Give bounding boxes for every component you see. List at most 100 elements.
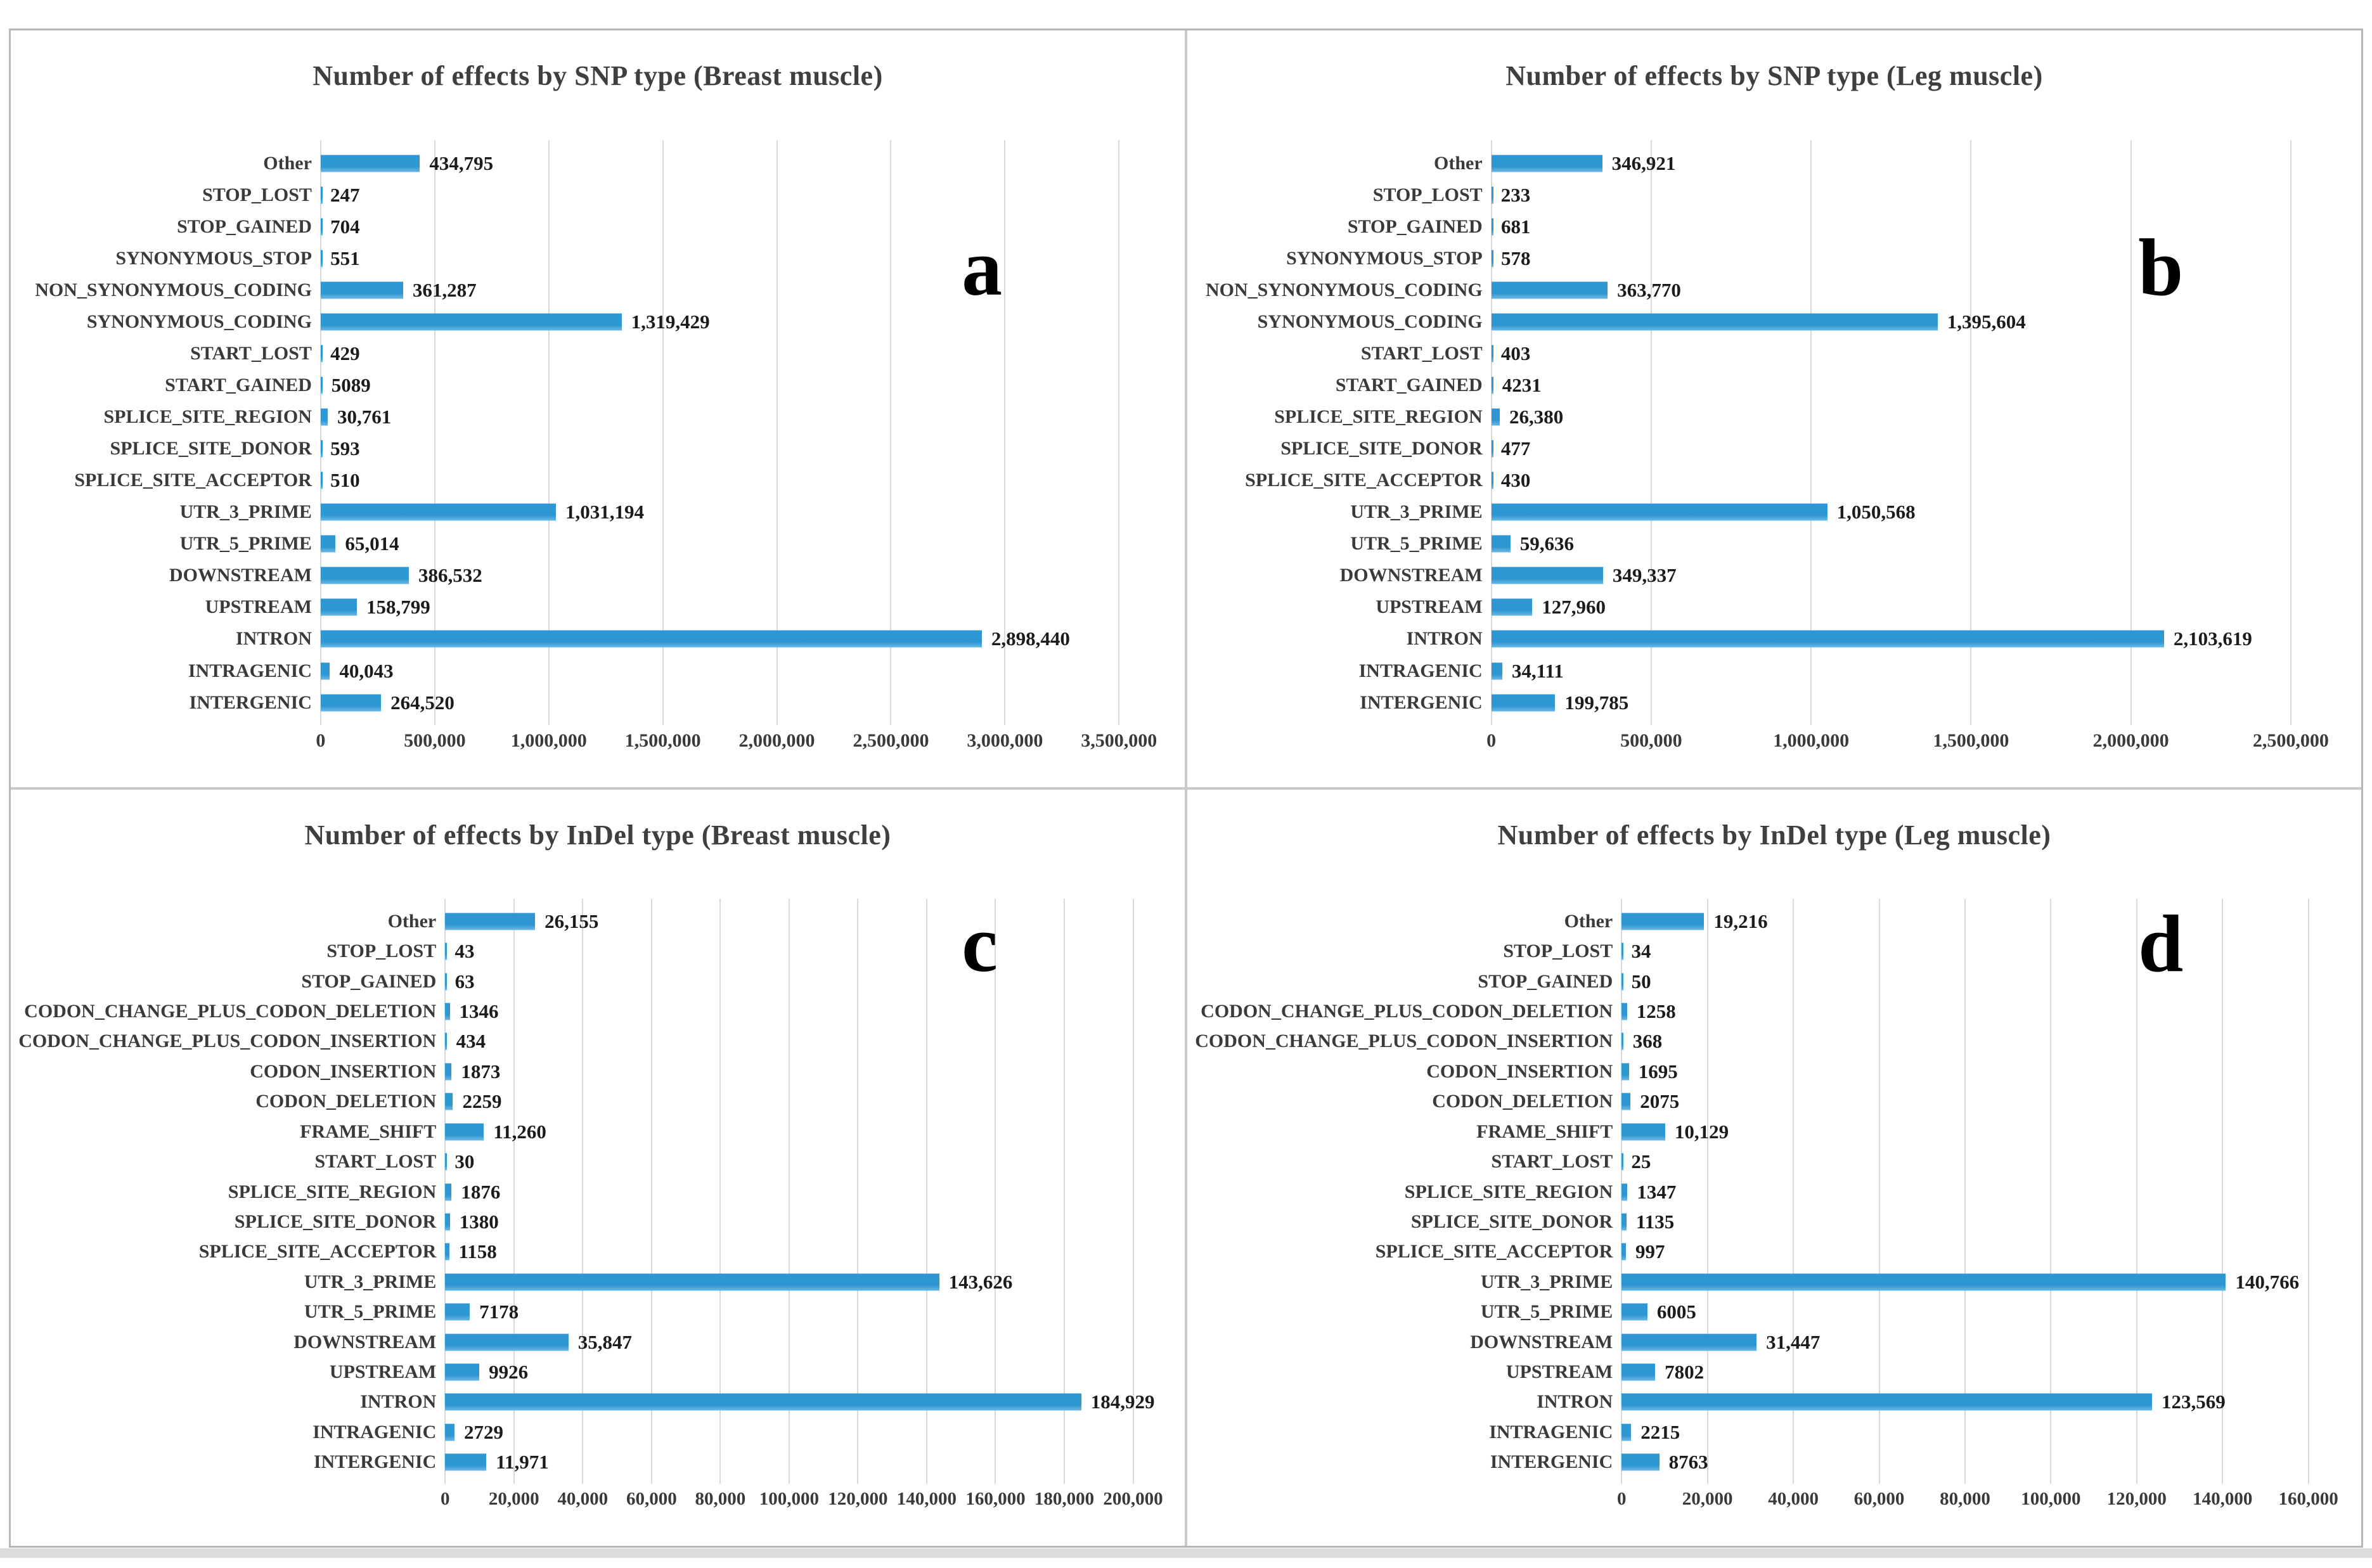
bar-track: 63	[445, 967, 1185, 996]
panel-letter: c	[962, 898, 998, 989]
bar-track: 140,766	[1621, 1267, 2361, 1297]
bar-track: 11,971	[445, 1448, 1185, 1477]
rows: Other 26,155 STOP_LOST 43 STOP_GAINED 63 CODON…	[11, 906, 1185, 1477]
category-label: SPLICE_SITE_ACCEPTOR	[1375, 1241, 1613, 1263]
value-label: 2075	[1640, 1090, 1680, 1113]
table-row: DOWNSTREAM 35,847	[11, 1327, 1185, 1357]
bar	[320, 503, 556, 521]
category-label: Other	[263, 152, 312, 174]
bar-track: 26,380	[1491, 401, 2361, 433]
bar	[1491, 408, 1500, 426]
bar	[445, 1032, 448, 1050]
bar-track: 11,260	[445, 1117, 1185, 1147]
table-row: INTERGENIC 11,971	[11, 1448, 1185, 1477]
table-row: UPSTREAM 7802	[1187, 1357, 2361, 1387]
bar	[1621, 942, 1624, 960]
table-row: STOP_LOST 247	[11, 179, 1185, 211]
category-label: UTR_5_PRIME	[179, 533, 312, 555]
bar-track: 2259	[445, 1087, 1185, 1117]
table-row: STOP_LOST 233	[1187, 179, 2361, 211]
table-row: INTRAGENIC 40,043	[11, 655, 1185, 687]
bar-track: 1258	[1621, 996, 2361, 1026]
category-label: SPLICE_SITE_REGION	[1404, 1181, 1613, 1202]
value-label: 346,921	[1611, 151, 1676, 174]
value-label: 233	[1500, 183, 1531, 206]
category-label: INTERGENIC	[1490, 1451, 1613, 1473]
gridline	[776, 139, 778, 725]
tick-label: 140,000	[2193, 1489, 2253, 1509]
category-label: FRAME_SHIFT	[300, 1121, 437, 1142]
tick-label: 1,500,000	[624, 729, 701, 751]
table-row: STOP_LOST 34	[1187, 936, 2361, 966]
rows: Other 346,921 STOP_LOST 233 STOP_GAINED 681 SY…	[1187, 148, 2361, 719]
bar	[1621, 973, 1624, 991]
gridline	[1063, 899, 1065, 1484]
table-row: STOP_GAINED 50	[1187, 967, 2361, 996]
bar	[1491, 472, 1493, 489]
table-row: SYNONYMOUS_CODING 1,319,429	[11, 306, 1185, 338]
table-row: Other 434,795	[11, 148, 1185, 179]
value-label: 11,260	[493, 1120, 546, 1143]
value-label: 140,766	[2235, 1270, 2300, 1293]
bar	[445, 1213, 450, 1231]
value-label: 43	[454, 940, 475, 963]
bar-track: 1,031,194	[320, 496, 1185, 528]
table-row: SPLICE_SITE_DONOR 1380	[11, 1207, 1185, 1237]
bar	[445, 913, 536, 930]
bar-track: 363,770	[1491, 274, 2361, 306]
bar	[320, 662, 330, 680]
table-row: START_GAINED 4231	[1187, 370, 2361, 401]
tick-label: 20,000	[488, 1489, 539, 1509]
chart-title: Number of effects by InDel type (Leg mus…	[1497, 819, 2051, 851]
table-row: CODON_INSERTION 1873	[11, 1057, 1185, 1086]
bar-track: 59,636	[1491, 528, 2361, 560]
bar-track: 349,337	[1491, 560, 2361, 591]
value-label: 551	[330, 247, 360, 269]
bar	[320, 281, 403, 299]
bar	[1491, 694, 1556, 712]
gridline	[650, 899, 652, 1484]
plot-area: Other 434,795 STOP_LOST 247 STOP_GAINED 704 SY…	[11, 139, 1185, 725]
category-label: DOWNSTREAM	[1470, 1331, 1613, 1353]
gridline	[1964, 899, 1966, 1484]
table-row: SPLICE_SITE_ACCEPTOR 1158	[11, 1237, 1185, 1267]
table-row: STOP_GAINED 704	[11, 211, 1185, 243]
bar-track: 403	[1491, 338, 2361, 370]
panel-letter: d	[2138, 898, 2184, 989]
gridline	[662, 139, 664, 725]
bar-track: 34,111	[1491, 655, 2361, 687]
category-label: SPLICE_SITE_ACCEPTOR	[198, 1241, 437, 1263]
gridline	[1793, 899, 1795, 1484]
bar	[1621, 1363, 1656, 1381]
category-label: INTRON	[1537, 1391, 1613, 1413]
rows: Other 19,216 STOP_LOST 34 STOP_GAINED 50 CODON…	[1187, 906, 2361, 1477]
category-label: INTERGENIC	[1360, 691, 1483, 713]
value-label: 59,636	[1519, 532, 1574, 555]
bar-track: 681	[1491, 211, 2361, 243]
tick-label: 1,500,000	[1933, 729, 2009, 751]
bar-track: 26,155	[445, 906, 1185, 936]
gridline	[548, 139, 550, 725]
category-label: SYNONYMOUS_CODING	[86, 311, 312, 332]
x-axis: 0 500,000 1,000,000 1,500,000 2,000,000 2,500…	[11, 725, 1185, 759]
value-label: 2215	[1640, 1420, 1680, 1443]
gridline	[890, 139, 892, 725]
bar-track: 233	[1491, 179, 2361, 211]
tick-label: 160,000	[965, 1489, 1026, 1509]
bar-track: 199,785	[1491, 687, 2361, 719]
bar	[445, 1093, 453, 1110]
bar	[445, 1003, 450, 1020]
figure-frame: Number of effects by SNP type (Breast mu…	[9, 29, 2363, 1548]
bar-track: 477	[1491, 433, 2361, 465]
bar	[445, 1333, 569, 1351]
bar-track: 2729	[445, 1417, 1185, 1447]
value-label: 127,960	[1542, 596, 1606, 619]
category-label: CODON_INSERTION	[250, 1060, 437, 1082]
table-row: INTRON 123,569	[1187, 1387, 2361, 1417]
bar	[445, 1363, 480, 1381]
grid-layer	[1187, 139, 2361, 725]
value-label: 1873	[461, 1060, 501, 1083]
table-row: SPLICE_SITE_REGION 26,380	[1187, 401, 2361, 433]
value-label: 11,971	[496, 1451, 549, 1474]
value-label: 386,532	[418, 564, 482, 587]
